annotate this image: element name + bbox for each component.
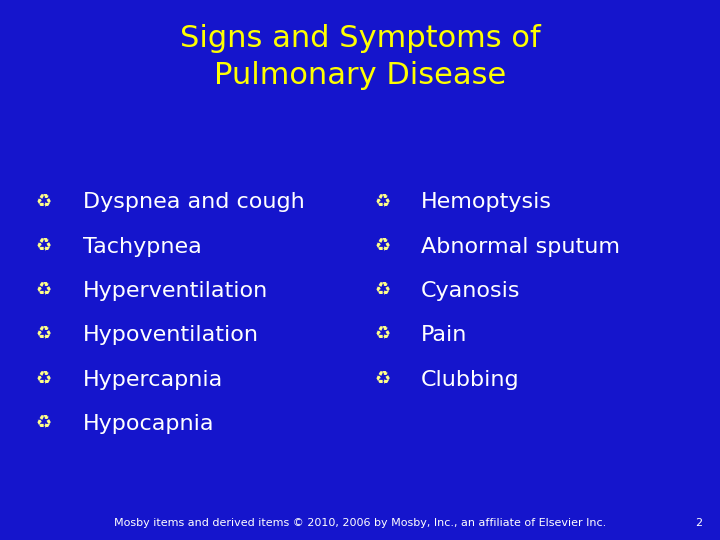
Text: Hypoventilation: Hypoventilation [83, 325, 258, 346]
Text: ♻: ♻ [374, 238, 390, 256]
Text: 2: 2 [695, 518, 702, 528]
Text: Dyspnea and cough: Dyspnea and cough [83, 192, 305, 213]
Text: Mosby items and derived items © 2010, 2006 by Mosby, Inc., an affiliate of Elsev: Mosby items and derived items © 2010, 20… [114, 518, 606, 528]
Text: Hypocapnia: Hypocapnia [83, 414, 215, 434]
Text: Pain: Pain [421, 325, 467, 346]
Text: ♻: ♻ [36, 415, 52, 433]
Text: Cyanosis: Cyanosis [421, 281, 521, 301]
Text: ♻: ♻ [374, 326, 390, 345]
Text: ♻: ♻ [36, 370, 52, 389]
Text: Hypercapnia: Hypercapnia [83, 369, 223, 390]
Text: Abnormal sputum: Abnormal sputum [421, 237, 620, 257]
Text: ♻: ♻ [374, 193, 390, 212]
Text: ♻: ♻ [36, 282, 52, 300]
Text: Clubbing: Clubbing [421, 369, 520, 390]
Text: Hemoptysis: Hemoptysis [421, 192, 552, 213]
Text: ♻: ♻ [374, 370, 390, 389]
Text: ♻: ♻ [36, 193, 52, 212]
Text: Tachypnea: Tachypnea [83, 237, 202, 257]
Text: ♻: ♻ [374, 282, 390, 300]
Text: ♻: ♻ [36, 326, 52, 345]
Text: Hyperventilation: Hyperventilation [83, 281, 268, 301]
Text: Signs and Symptoms of
Pulmonary Disease: Signs and Symptoms of Pulmonary Disease [180, 24, 540, 90]
Text: ♻: ♻ [36, 238, 52, 256]
